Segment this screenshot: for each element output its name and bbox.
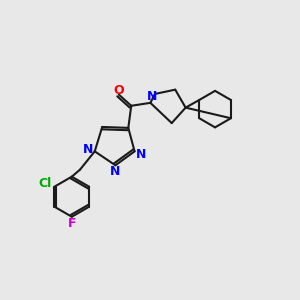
Text: N: N bbox=[110, 165, 121, 178]
Text: N: N bbox=[136, 148, 146, 161]
Text: N: N bbox=[147, 91, 157, 103]
Text: F: F bbox=[68, 217, 76, 230]
Text: Cl: Cl bbox=[38, 177, 52, 190]
Text: N: N bbox=[83, 143, 94, 156]
Text: O: O bbox=[114, 84, 124, 97]
